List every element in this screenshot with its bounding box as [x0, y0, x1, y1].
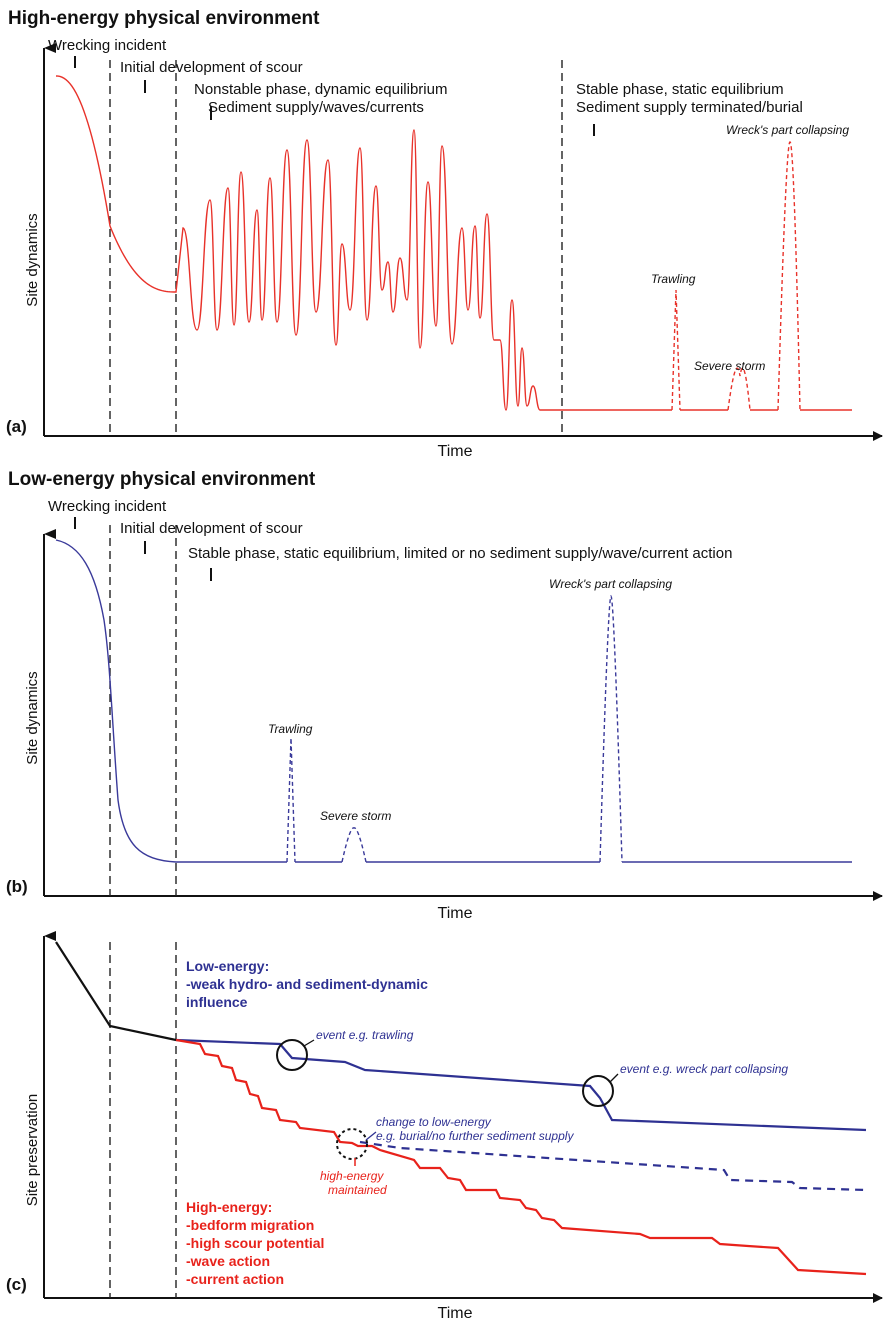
phase-scour-a: Initial development of scour — [120, 59, 303, 76]
collapse-spike-a — [777, 141, 801, 411]
phase-nonstable-a: Nonstable phase, dynamic equilibrium — [194, 81, 447, 98]
annotation-maintained-2: maintained — [328, 1183, 387, 1197]
phase-stable-a: Stable phase, static equilibrium — [576, 81, 784, 98]
trawling-spike-b — [286, 737, 296, 863]
low-energy-line — [175, 1038, 867, 1132]
y-label-b: Site dynamics — [24, 671, 41, 764]
x-label-c: Time — [438, 1305, 473, 1322]
panel-a: High-energy physical environment Wreckin… — [6, 8, 883, 460]
low-energy-heading: Low-energy: — [186, 958, 269, 974]
event-circle-collapse — [582, 1075, 614, 1107]
event-trawling-b: Trawling — [268, 722, 313, 736]
preservation-initial-line — [55, 941, 177, 1042]
y-label-c: Site preservation — [24, 1094, 41, 1207]
high-energy-desc-1: -bedform migration — [186, 1217, 314, 1233]
phase-stable-b: Stable phase, static equilibrium, limite… — [188, 545, 732, 562]
dynamics-curve-b — [55, 539, 287, 863]
annotation-change-2: e.g. burial/no further sediment supply — [376, 1129, 574, 1143]
phase-ticks-b — [74, 517, 212, 581]
panel-label-a: (a) — [6, 417, 27, 436]
phase-wrecking-b: Wrecking incident — [48, 498, 167, 515]
high-energy-desc-3: -wave action — [186, 1253, 270, 1269]
annotation-change-1: change to low-energy — [376, 1115, 492, 1129]
high-energy-line — [175, 1038, 867, 1276]
phase-ticks-a — [74, 56, 595, 136]
x-label-b: Time — [438, 905, 473, 922]
change-to-low-energy-line — [359, 1140, 867, 1192]
dynamics-curve-a — [55, 75, 562, 411]
event-circle-change — [336, 1128, 368, 1160]
storm-bump-a — [727, 367, 751, 411]
event-trawling-a: Trawling — [651, 272, 696, 286]
high-energy-desc-2: -high scour potential — [186, 1235, 324, 1251]
panel-b-title: Low-energy physical environment — [8, 469, 316, 490]
event-collapse-b: Wreck's part collapsing — [549, 577, 672, 591]
annotation-collapse: event e.g. wreck part collapsing — [620, 1062, 788, 1076]
trawling-pointer — [303, 1039, 315, 1047]
panel-c: Site preservation Time (c) Low-energy: -… — [6, 931, 883, 1322]
storm-bump-b — [341, 827, 367, 863]
annotation-trawling: event e.g. trawling — [316, 1028, 414, 1042]
panel-a-title: High-energy physical environment — [8, 8, 320, 29]
low-energy-desc-2: influence — [186, 994, 248, 1010]
trawling-spike-a — [671, 289, 681, 411]
panel-label-c: (c) — [6, 1275, 27, 1294]
event-collapse-a: Wreck's part collapsing — [726, 123, 849, 137]
collapse-pointer — [609, 1073, 619, 1083]
phase-stable-detail-a: Sediment supply terminated/burial — [576, 99, 803, 116]
panel-b: Low-energy physical environment Wrecking… — [6, 469, 883, 922]
x-label-a: Time — [438, 443, 473, 460]
phase-nonstable-detail-a: Sediment supply/waves/currents — [208, 99, 424, 116]
event-storm-b: Severe storm — [320, 809, 391, 823]
annotation-maintained-1: high-energy — [320, 1169, 384, 1183]
low-energy-desc-1: -weak hydro- and sediment-dynamic — [186, 976, 428, 992]
high-energy-heading: High-energy: — [186, 1199, 272, 1215]
phase-scour-b: Initial development of scour — [120, 520, 303, 537]
event-storm-a: Severe storm — [694, 359, 765, 373]
change-pointer — [365, 1131, 377, 1141]
panel-label-b: (b) — [6, 877, 28, 896]
collapse-spike-b — [599, 595, 623, 863]
phase-wrecking-a: Wrecking incident — [48, 37, 167, 54]
event-circle-trawling — [276, 1039, 308, 1071]
y-label-a: Site dynamics — [24, 213, 41, 306]
high-energy-desc-4: -current action — [186, 1271, 284, 1287]
